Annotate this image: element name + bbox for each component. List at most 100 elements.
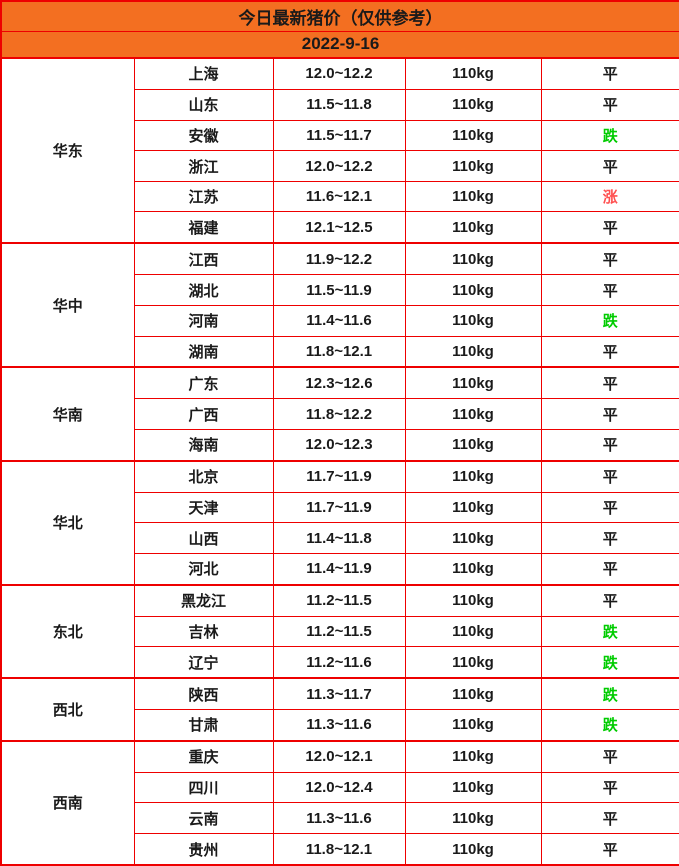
trend-cell: 跌 bbox=[540, 709, 679, 742]
weight-cell: 110kg bbox=[404, 583, 542, 617]
price-cell: 11.8~12.1 bbox=[272, 833, 406, 866]
province-cell: 湖北 bbox=[133, 274, 274, 306]
province-cell: 湖南 bbox=[133, 335, 274, 368]
province-cell: 云南 bbox=[133, 802, 274, 835]
weight-cell: 110kg bbox=[404, 552, 542, 586]
price-cell: 11.4~11.6 bbox=[272, 304, 406, 337]
table-row: 四川 12.0~12.4 110kg 平 bbox=[1, 771, 679, 804]
weight-cell: 110kg bbox=[404, 677, 542, 711]
trend-cell: 平 bbox=[540, 739, 679, 773]
price-cell: 11.5~11.7 bbox=[272, 119, 406, 152]
weight-cell: 110kg bbox=[404, 180, 542, 213]
price-cell: 11.8~12.2 bbox=[272, 398, 406, 430]
price-cell: 12.0~12.2 bbox=[272, 56, 406, 90]
price-cell: 11.3~11.6 bbox=[272, 802, 406, 835]
weight-cell: 110kg bbox=[404, 522, 542, 554]
price-cell: 11.4~11.8 bbox=[272, 522, 406, 554]
province-cell: 山西 bbox=[133, 522, 274, 554]
province-cell: 安徽 bbox=[133, 119, 274, 152]
table-row: 安徽 11.5~11.7 110kg 跌 bbox=[1, 119, 679, 152]
province-cell: 福建 bbox=[133, 211, 274, 244]
province-cell: 辽宁 bbox=[133, 646, 274, 679]
trend-cell: 平 bbox=[540, 56, 679, 90]
weight-cell: 110kg bbox=[404, 150, 542, 182]
region-cell: 华北 bbox=[0, 459, 135, 586]
weight-cell: 110kg bbox=[404, 366, 542, 400]
table-row: 贵州 11.8~12.1 110kg 平 bbox=[1, 833, 679, 866]
table-row: 福建 12.1~12.5 110kg 平 bbox=[1, 211, 679, 244]
province-cell: 天津 bbox=[133, 491, 274, 524]
price-cell: 12.3~12.6 bbox=[272, 366, 406, 400]
trend-cell: 平 bbox=[540, 583, 679, 617]
trend-cell: 平 bbox=[540, 833, 679, 866]
table-row: 海南 12.0~12.3 110kg 平 bbox=[1, 428, 679, 462]
price-cell: 11.2~11.6 bbox=[272, 646, 406, 679]
table-row: 吉林 11.2~11.5 110kg 跌 bbox=[1, 615, 679, 648]
table-row: 东北 黑龙江 11.2~11.5 110kg 平 bbox=[0, 583, 679, 679]
date-label: 2022-9-16 bbox=[0, 30, 679, 59]
region-cell: 华中 bbox=[0, 242, 135, 368]
province-cell: 广东 bbox=[133, 366, 274, 400]
page-title: 今日最新猪价（仅供参考） bbox=[0, 0, 679, 32]
trend-cell: 平 bbox=[540, 428, 679, 462]
price-cell: 11.7~11.9 bbox=[272, 459, 406, 493]
price-cell: 12.0~12.3 bbox=[272, 428, 406, 462]
trend-cell: 涨 bbox=[540, 180, 679, 213]
price-cell: 11.2~11.5 bbox=[272, 615, 406, 648]
weight-cell: 110kg bbox=[404, 646, 542, 679]
weight-cell: 110kg bbox=[404, 211, 542, 244]
price-table-body: 华东 上海 12.0~12.2 110kg 平山东 11.5~11.8 110kg 平安徽 11… bbox=[0, 56, 679, 866]
trend-cell: 跌 bbox=[540, 304, 679, 337]
table-row: 江苏 11.6~12.1 110kg 涨 bbox=[1, 180, 679, 213]
province-cell: 江苏 bbox=[133, 180, 274, 213]
trend-cell: 平 bbox=[540, 211, 679, 244]
table-row: 华中 江西 11.9~12.2 110kg 平 bbox=[0, 242, 679, 368]
price-cell: 12.0~12.2 bbox=[272, 150, 406, 182]
table-row: 湖北 11.5~11.9 110kg 平 bbox=[1, 274, 679, 306]
weight-cell: 110kg bbox=[404, 802, 542, 835]
table-row: 山东 11.5~11.8 110kg 平 bbox=[1, 88, 679, 121]
table-row: 河北 11.4~11.9 110kg 平 bbox=[1, 552, 679, 586]
table-row: 西北 陕西 11.3~11.7 110kg 跌 bbox=[0, 677, 679, 742]
weight-cell: 110kg bbox=[404, 335, 542, 368]
province-cell: 上海 bbox=[133, 56, 274, 90]
trend-cell: 平 bbox=[540, 335, 679, 368]
province-cell: 陕西 bbox=[133, 677, 274, 711]
price-cell: 11.9~12.2 bbox=[272, 242, 406, 276]
province-cell: 河南 bbox=[133, 304, 274, 337]
province-cell: 广西 bbox=[133, 398, 274, 430]
province-cell: 山东 bbox=[133, 88, 274, 121]
province-cell: 重庆 bbox=[133, 739, 274, 773]
price-cell: 11.5~11.8 bbox=[272, 88, 406, 121]
trend-cell: 跌 bbox=[540, 119, 679, 152]
weight-cell: 110kg bbox=[404, 56, 542, 90]
weight-cell: 110kg bbox=[404, 398, 542, 430]
province-cell: 河北 bbox=[133, 552, 274, 586]
table-row: 广西 11.8~12.2 110kg 平 bbox=[1, 398, 679, 430]
price-cell: 11.3~11.7 bbox=[272, 677, 406, 711]
price-cell: 12.0~12.4 bbox=[272, 771, 406, 804]
price-cell: 11.6~12.1 bbox=[272, 180, 406, 213]
province-cell: 吉林 bbox=[133, 615, 274, 648]
trend-cell: 平 bbox=[540, 522, 679, 554]
trend-cell: 平 bbox=[540, 552, 679, 586]
trend-cell: 平 bbox=[540, 242, 679, 276]
price-cell: 12.0~12.1 bbox=[272, 739, 406, 773]
trend-cell: 平 bbox=[540, 88, 679, 121]
province-cell: 海南 bbox=[133, 428, 274, 462]
weight-cell: 110kg bbox=[404, 491, 542, 524]
price-cell: 11.2~11.5 bbox=[272, 583, 406, 617]
table-row: 云南 11.3~11.6 110kg 平 bbox=[1, 802, 679, 835]
table-row: 浙江 12.0~12.2 110kg 平 bbox=[1, 150, 679, 182]
table-row: 山西 11.4~11.8 110kg 平 bbox=[1, 522, 679, 554]
weight-cell: 110kg bbox=[404, 242, 542, 276]
province-cell: 江西 bbox=[133, 242, 274, 276]
price-cell: 12.1~12.5 bbox=[272, 211, 406, 244]
weight-cell: 110kg bbox=[404, 833, 542, 866]
province-cell: 浙江 bbox=[133, 150, 274, 182]
trend-cell: 跌 bbox=[540, 646, 679, 679]
trend-cell: 跌 bbox=[540, 677, 679, 711]
table-date-row: 2022-9-16 bbox=[0, 30, 679, 59]
region-cell: 西南 bbox=[0, 739, 135, 866]
